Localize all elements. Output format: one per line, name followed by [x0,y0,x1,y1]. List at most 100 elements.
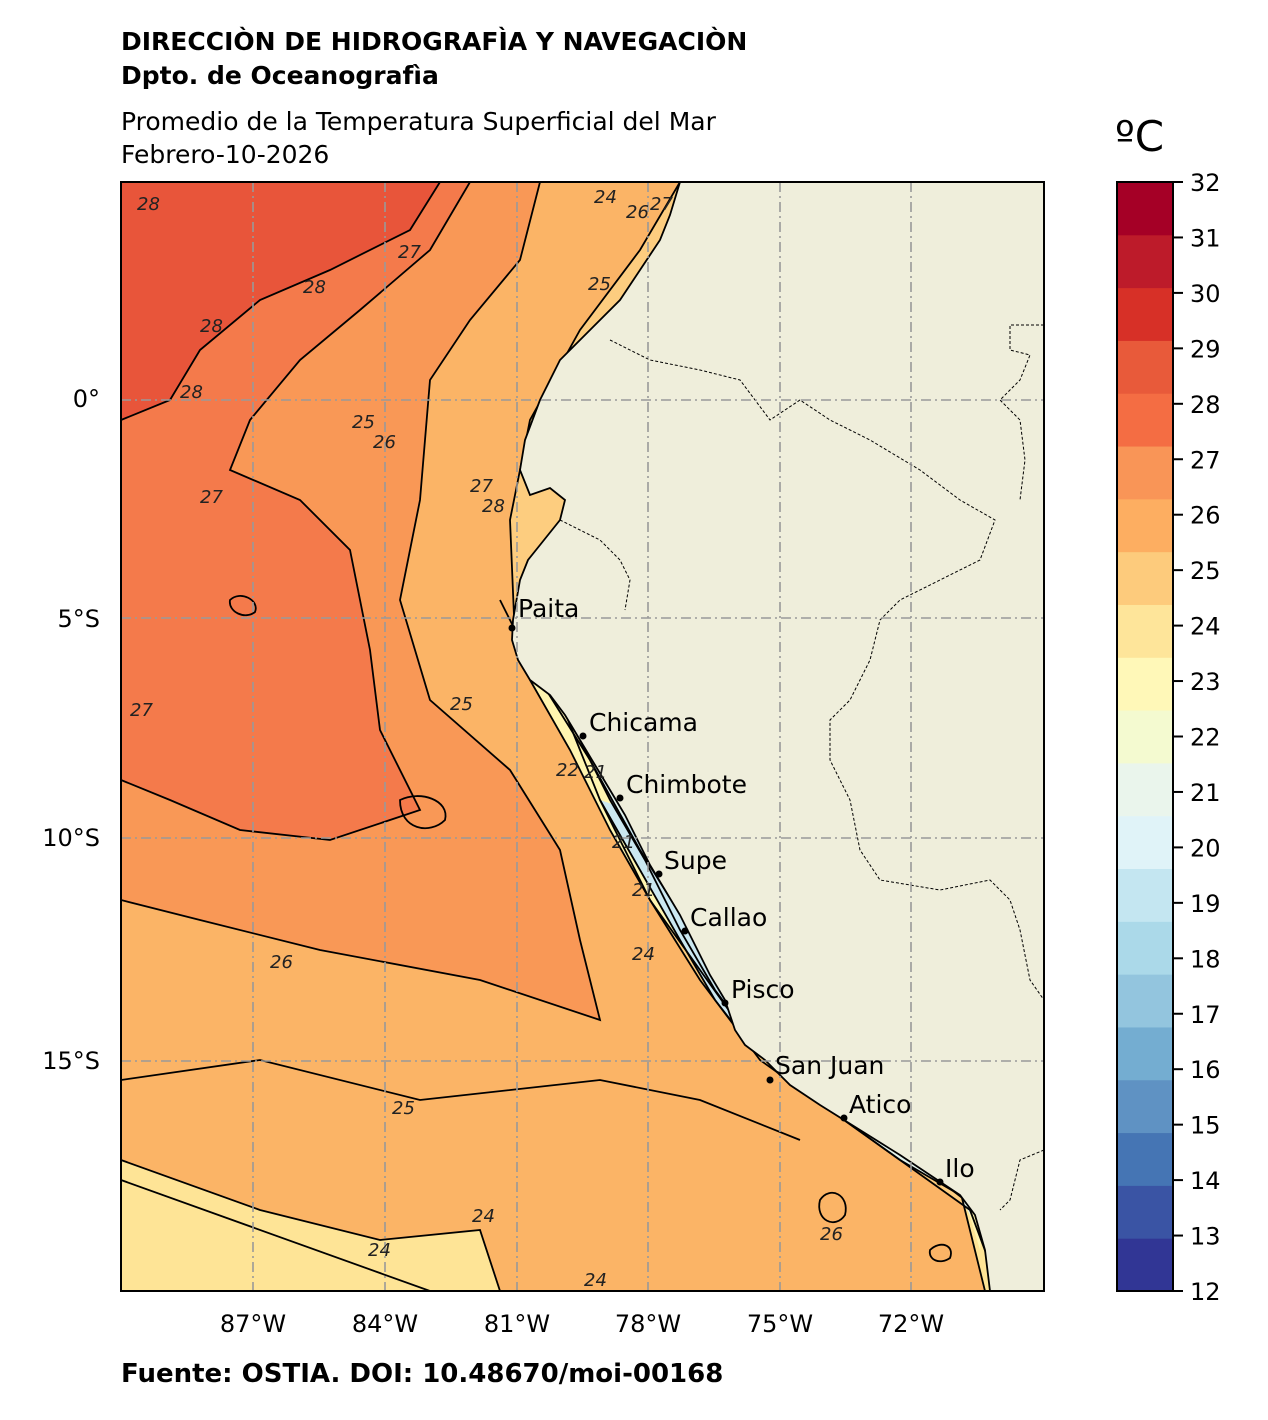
city-label-ilo: Ilo [945,1154,975,1183]
contour-label: 22 [556,760,579,781]
country-borders [559,324,1044,1211]
contour-label: 21 [584,762,607,783]
contour-label: 26 [626,202,649,223]
contour-label: 24 [368,1240,391,1261]
city-label-callao: Callao [690,903,767,932]
lat-tick-label: 10°S [42,824,100,852]
colorbar-segment [1117,868,1173,922]
colorbar: 12 13 14 15 16 17 18 19 20 21 22 23 24 25 26 27 28 29 30 31… [1116,169,1221,1306]
lat-tick-label: 0° [73,385,100,413]
colorbar-tick-label: 16 [1190,1056,1221,1084]
colorbar-segment [1117,393,1173,447]
colorbar-tick-label: 22 [1190,724,1221,752]
contour-label: 27 [130,700,153,721]
sst-band-27 [121,182,470,840]
city-label-paita: Paita [518,594,579,623]
colorbar-segment [1117,762,1173,817]
colorbar-tick-label: 26 [1190,502,1221,530]
map-area: 28 27 28 28 28 25 26 27 27 28 27 25 22 2… [121,182,1044,1291]
contour-label: 28 [137,194,160,215]
gridlines [121,182,1044,1291]
contour-label: 26 [820,1224,843,1245]
contour-label: 24 [632,944,655,965]
city-marker-pisco [721,999,729,1007]
colorbar-tick-label: 28 [1190,391,1221,419]
colorbar-tick-label: 17 [1190,1001,1221,1029]
colorbar-segment [1117,710,1173,764]
land-area [511,182,1044,1291]
city-marker-paita [508,624,516,632]
colorbar-segment [1117,974,1173,1028]
lat-tick-labels: 0° 5°S 10°S 15°S [42,385,100,1075]
city-marker-atico [840,1114,848,1122]
colorbar-tick-label: 24 [1190,613,1221,641]
colorbar-segment [1117,1026,1173,1081]
colorbar-tick-label: 19 [1190,890,1221,918]
lon-tick-label: 75°W [747,1310,813,1338]
sst-band-24 [121,1160,500,1291]
sst-band-28 [121,182,440,420]
city-marker-chimbote [616,794,624,802]
colorbar-tick-label: 20 [1190,834,1221,862]
contour-label: 25 [588,274,611,295]
colorbar-segment [1117,551,1173,605]
colorbar-segment [1117,287,1173,341]
city-marker-supe [655,870,663,878]
cities: Paita Chicama Chimbote Supe Callao Pisco… [508,594,975,1186]
source-footer: Fuente: OSTIA. DOI: 10.48670/moi-00168 [121,1359,724,1389]
contour-label: 27 [398,242,421,263]
colorbar-segment [1117,340,1173,394]
colorbar-tick-label: 29 [1190,335,1221,363]
colorbar-segment [1117,498,1173,553]
contour-label: 24 [594,187,617,208]
colorbar-tick-label: 18 [1190,945,1221,973]
city-label-chicama: Chicama [589,708,698,737]
lat-tick-label: 5°S [57,605,100,633]
city-marker-ilo [936,1178,944,1186]
colorbar-segment [1117,1185,1173,1239]
colorbar-segment [1117,446,1173,500]
colorbar-tick-label: 32 [1190,169,1221,197]
contour-label: 26 [373,432,396,453]
lon-tick-labels: 87°W 84°W 81°W 78°W 75°W 72°W [220,1310,944,1338]
colorbar-segment [1117,1238,1173,1292]
lon-tick-label: 87°W [220,1310,286,1338]
colorbar-tick-label: 23 [1190,668,1221,696]
contour-label: 21 [612,832,635,853]
colorbar-tick-label: 31 [1190,224,1221,252]
city-marker-callao [681,927,689,935]
contour-label: 27 [200,487,223,508]
colorbar-segment [1117,815,1173,870]
contour-labels: 28 27 28 28 28 25 26 27 27 28 27 25 22 2… [130,187,843,1291]
lon-tick-label: 84°W [352,1310,418,1338]
city-marker-chicama [579,732,587,740]
contour-label: 26 [270,952,293,973]
lon-tick-label: 78°W [615,1310,681,1338]
city-label-pisco: Pisco [731,975,795,1004]
contour-label: 21 [632,880,655,901]
city-label-chimbote: Chimbote [626,770,747,799]
colorbar-tick-label: 13 [1190,1223,1221,1251]
map-frame [120,181,1045,1292]
contour-label: 24 [584,1270,607,1291]
city-label-supe: Supe [664,846,727,875]
colorbar-tick-label: 15 [1190,1112,1221,1140]
lon-tick-label: 81°W [484,1310,550,1338]
colorbar-segment [1117,1132,1173,1186]
city-label-atico: Atico [849,1090,911,1119]
colorbar-segment [1117,182,1173,236]
contour-label: 28 [200,316,223,337]
city-marker-san-juan [766,1076,774,1084]
contour-label: 27 [470,476,493,497]
colorbar-tick-label: 30 [1190,280,1221,308]
contour-label: 28 [180,382,203,403]
map-title: Promedio de la Temperatura Superficial d… [121,107,716,136]
org-title: DIRECCIÒN DE HIDROGRAFÌA Y NAVEGACIÒN [121,27,748,56]
contour-label: 24 [472,1206,495,1227]
colorbar-segment [1117,1079,1173,1134]
colorbar-tick-label: 12 [1190,1278,1221,1306]
contour-label: 25 [450,694,473,715]
contour-label: 27 [650,194,673,215]
contour-label: 25 [352,412,375,433]
